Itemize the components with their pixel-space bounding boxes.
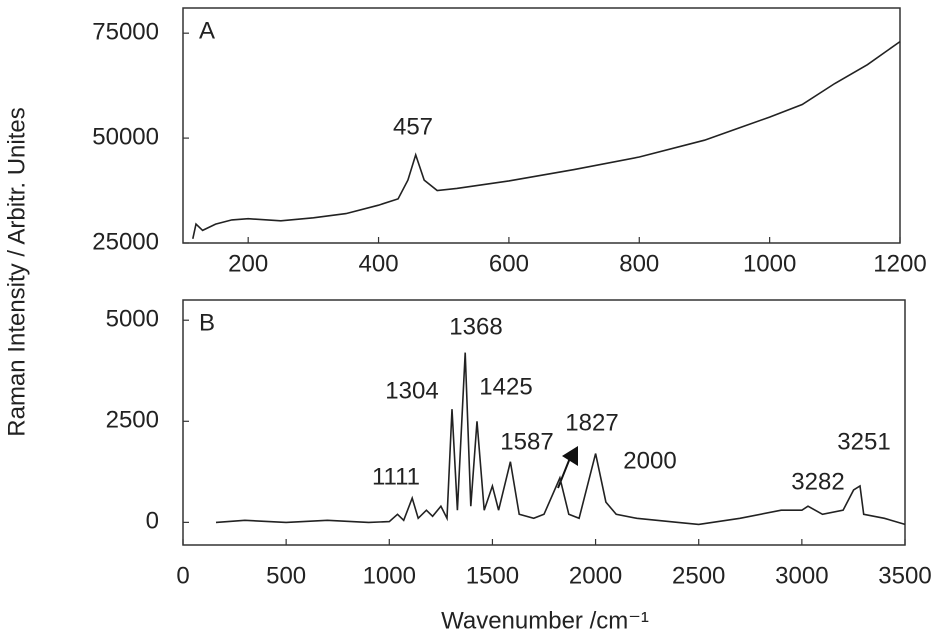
x-tick-label: 200 (228, 250, 268, 277)
x-tick-label: 800 (619, 250, 659, 277)
y-tick-label: 75000 (92, 19, 159, 46)
x-axis-label: Wavenumber /cm⁻¹ (441, 607, 649, 634)
x-tick-label: 0 (176, 562, 189, 589)
y-axis-label: Raman Intensity / Arbitr. Unites (3, 107, 30, 436)
plot-frame (182, 299, 906, 546)
x-tick-label: 2000 (569, 562, 622, 589)
x-tick-label: 1200 (873, 250, 926, 277)
arrow-shaft (557, 457, 571, 489)
peak-label: 3251 (837, 428, 890, 455)
peak-label: 457 (393, 113, 433, 140)
y-tick-label: 25000 (92, 228, 159, 255)
x-tick-label: 3500 (878, 562, 931, 589)
peak-label: 1368 (449, 313, 502, 340)
plot-frame (182, 7, 901, 244)
peak-label: 1304 (385, 377, 438, 404)
peak-label: 1111 (372, 463, 420, 490)
x-tick-label: 500 (266, 562, 306, 589)
x-tick-label: 3000 (775, 562, 828, 589)
x-tick-label: 1000 (363, 562, 416, 589)
y-tick-label: 50000 (92, 123, 159, 150)
x-tick-label: 2500 (672, 562, 725, 589)
y-tick-label: 0 (146, 508, 159, 535)
x-tick-label: 600 (489, 250, 529, 277)
spectrum-line (192, 40, 901, 239)
panel-label: A (199, 17, 215, 44)
x-tick-label: 1000 (743, 250, 796, 277)
arrow-head (562, 446, 578, 466)
peak-label: 1587 (500, 428, 553, 455)
spectrum-line (215, 352, 906, 526)
x-tick-label: 400 (359, 250, 399, 277)
y-tick-label: 5000 (106, 306, 159, 333)
x-tick-label: 1500 (466, 562, 519, 589)
peak-label: 2000 (623, 447, 676, 474)
y-tick-label: 2500 (106, 407, 159, 434)
peak-label: 1827 (565, 409, 618, 436)
peak-label: 1425 (479, 373, 532, 400)
peak-label: 3282 (791, 468, 844, 495)
panel-label: B (199, 309, 215, 336)
